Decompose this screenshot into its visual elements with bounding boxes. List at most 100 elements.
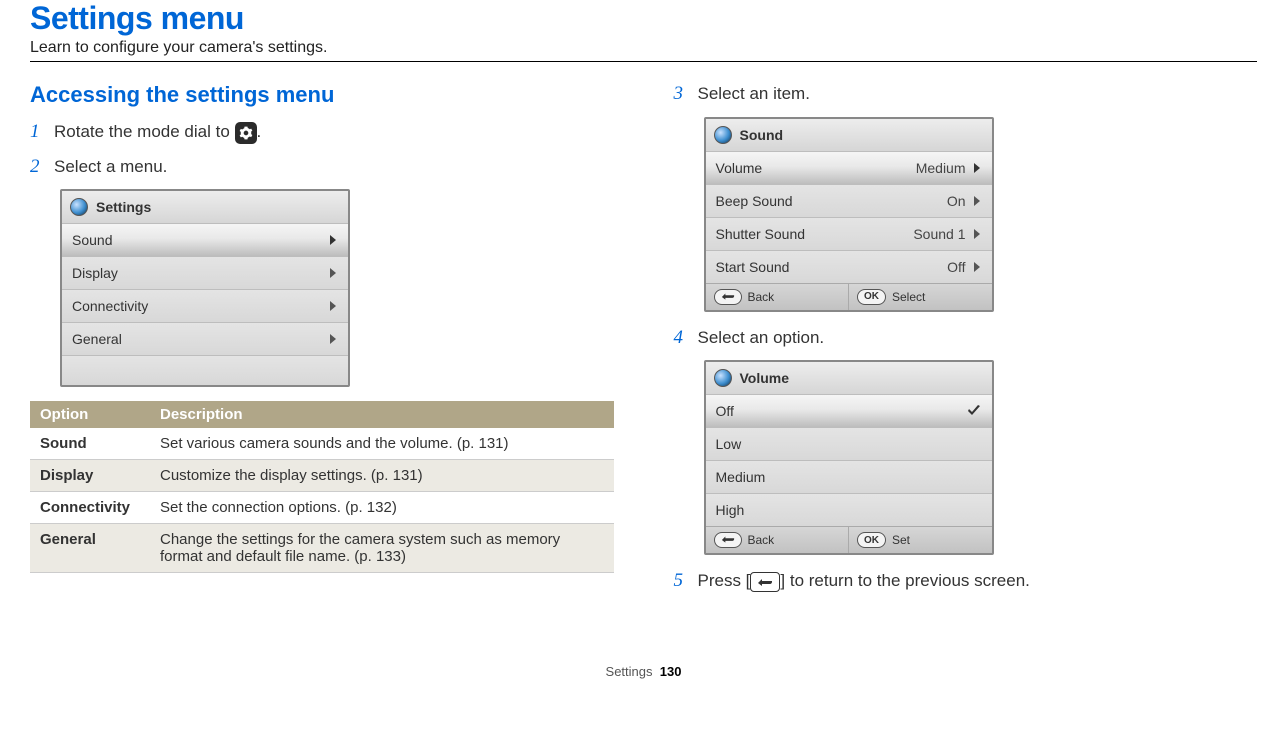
chevron-right-icon (328, 235, 338, 245)
table-cell-option: Display (30, 460, 150, 492)
panel-title: Sound (740, 127, 784, 143)
list-item[interactable]: General (62, 322, 348, 355)
step-3: 3 Select an item. (674, 82, 1258, 107)
list-item-label: General (72, 331, 122, 347)
list-item-label: Medium (716, 469, 766, 485)
gear-icon (235, 122, 257, 144)
list-item[interactable]: Off (706, 394, 992, 427)
list-item[interactable]: Display (62, 256, 348, 289)
lens-icon (70, 198, 88, 216)
panel-list: Off Low Medium High (706, 394, 992, 526)
footer-page-number: 130 (660, 664, 682, 679)
table-row: Connectivity Set the connection options.… (30, 492, 614, 524)
table-header-option: Option (30, 401, 150, 428)
divider (30, 61, 1257, 62)
step-text: Select an option. (698, 326, 825, 350)
step-2: 2 Select a menu. (30, 155, 614, 180)
step-number: 2 (30, 155, 44, 180)
list-item-label: Beep Sound (716, 193, 793, 209)
list-item-label: Volume (716, 160, 763, 176)
table-header-description: Description (150, 401, 614, 428)
step-text-a: Rotate the mode dial to (54, 122, 235, 141)
chevron-right-icon (328, 301, 338, 311)
page-footer: Settings 130 (30, 664, 1257, 679)
list-item[interactable]: Beep Sound On (706, 184, 992, 217)
table-cell-option: General (30, 524, 150, 573)
step-1: 1 Rotate the mode dial to . (30, 120, 614, 145)
volume-panel: Volume Off Low Medium High (704, 360, 994, 555)
back-button-icon (750, 572, 780, 592)
footer-back-label: Back (748, 533, 775, 547)
step-text: Press [ ] to return to the previous scree… (698, 569, 1030, 593)
step-5: 5 Press [ ] to return to the previous scr… (674, 569, 1258, 594)
list-item-value: Medium (916, 160, 966, 176)
step-number: 5 (674, 569, 688, 594)
panel-footer: Back OK Select (706, 283, 992, 310)
table-cell-desc: Customize the display settings. (p. 131) (150, 460, 614, 492)
list-item[interactable]: Low (706, 427, 992, 460)
chevron-right-icon (328, 334, 338, 344)
list-item-label: Start Sound (716, 259, 790, 275)
list-item[interactable]: Volume Medium (706, 151, 992, 184)
list-item-label: Off (716, 403, 734, 419)
ok-key-icon: OK (857, 289, 886, 305)
check-icon (966, 403, 982, 419)
page-title: Settings menu (30, 0, 1257, 37)
list-item-label: Connectivity (72, 298, 148, 314)
step-text: Select an item. (698, 82, 810, 106)
list-item[interactable]: High (706, 493, 992, 526)
chevron-right-icon (972, 229, 982, 239)
options-table: Option Description Sound Set various cam… (30, 401, 614, 573)
table-cell-option: Connectivity (30, 492, 150, 524)
list-item[interactable]: Start Sound Off (706, 250, 992, 283)
table-cell-desc: Change the settings for the camera syste… (150, 524, 614, 573)
list-item[interactable]: Shutter Sound Sound 1 (706, 217, 992, 250)
footer-action-label: Set (892, 533, 910, 547)
table-cell-desc: Set the connection options. (p. 132) (150, 492, 614, 524)
panel-title: Settings (96, 199, 151, 215)
footer-section-label: Settings (606, 664, 653, 679)
lens-icon (714, 126, 732, 144)
back-key-icon (714, 289, 742, 305)
footer-back-label: Back (748, 290, 775, 304)
panel-header: Settings (62, 191, 348, 223)
list-item-label: Sound (72, 232, 112, 248)
ok-key-icon: OK (857, 532, 886, 548)
table-cell-desc: Set various camera sounds and the volume… (150, 428, 614, 460)
panel-footer: Back OK Set (706, 526, 992, 553)
step-text: Select a menu. (54, 155, 167, 179)
list-item[interactable]: Medium (706, 460, 992, 493)
section-heading: Accessing the settings menu (30, 82, 614, 108)
list-item[interactable]: Sound (62, 223, 348, 256)
list-item-label: High (716, 502, 745, 518)
back-key-icon (714, 532, 742, 548)
lens-icon (714, 369, 732, 387)
step-text: Rotate the mode dial to . (54, 120, 261, 144)
chevron-right-icon (972, 262, 982, 272)
table-row: Sound Set various camera sounds and the … (30, 428, 614, 460)
list-spacer (62, 355, 348, 385)
step-4: 4 Select an option. (674, 326, 1258, 351)
list-item-value: Off (947, 259, 965, 275)
sound-panel: Sound Volume Medium Beep Sound On (704, 117, 994, 312)
list-item-label: Low (716, 436, 742, 452)
chevron-right-icon (972, 196, 982, 206)
chevron-right-icon (328, 268, 338, 278)
page-subtitle: Learn to configure your camera's setting… (30, 39, 1257, 57)
footer-action-label: Select (892, 290, 925, 304)
list-item[interactable]: Connectivity (62, 289, 348, 322)
list-item-value: Sound 1 (913, 226, 965, 242)
table-row: Display Customize the display settings. … (30, 460, 614, 492)
panel-header: Sound (706, 119, 992, 151)
step-text-b: . (257, 122, 262, 141)
step-number: 4 (674, 326, 688, 351)
panel-list: Volume Medium Beep Sound On (706, 151, 992, 283)
step-number: 3 (674, 82, 688, 107)
step-text-a: Press [ (698, 571, 751, 590)
step-text-b: ] to return to the previous screen. (780, 571, 1029, 590)
list-item-label: Display (72, 265, 118, 281)
table-cell-option: Sound (30, 428, 150, 460)
panel-header: Volume (706, 362, 992, 394)
panel-list: Sound Display Connectivity General (62, 223, 348, 385)
chevron-right-icon (972, 163, 982, 173)
